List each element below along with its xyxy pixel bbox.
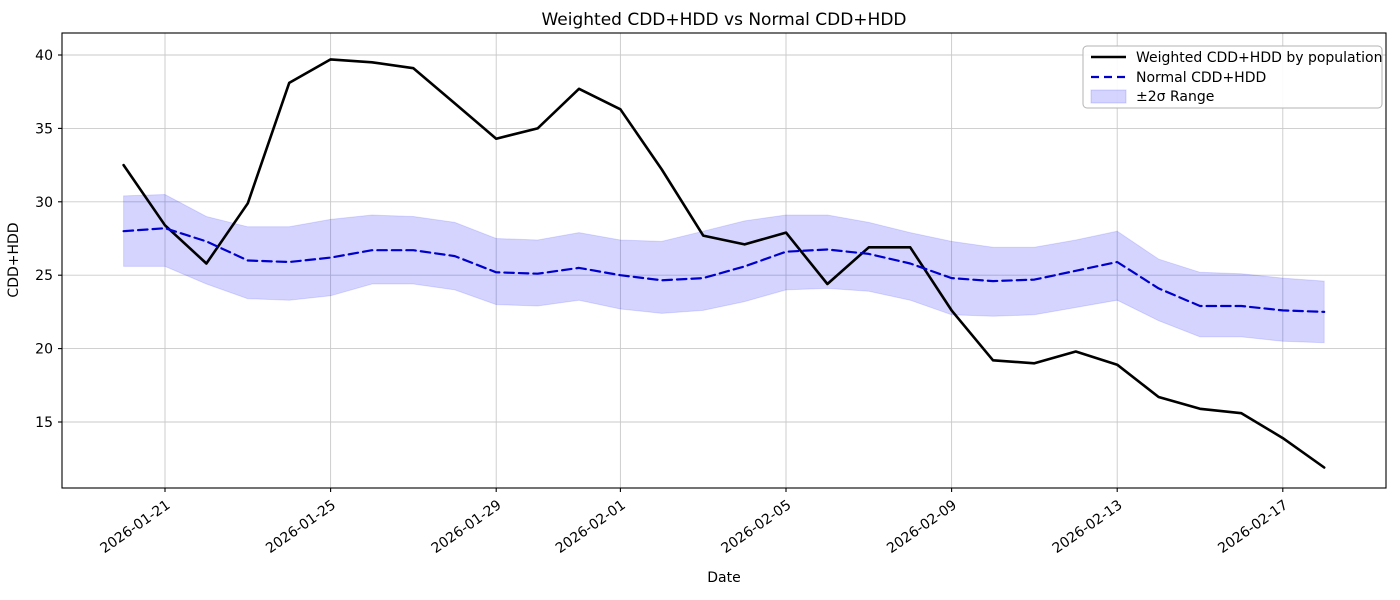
x-tick-label: 2026-02-05 bbox=[718, 497, 794, 557]
legend-label-normal: Normal CDD+HDD bbox=[1136, 70, 1266, 86]
x-tick-label: 2026-01-29 bbox=[429, 497, 505, 557]
y-tick-label: 35 bbox=[35, 121, 53, 137]
x-tick-label: 2026-02-09 bbox=[884, 497, 960, 557]
legend: Weighted CDD+HDD by population Normal CD… bbox=[1082, 45, 1383, 109]
data-layer bbox=[122, 58, 1326, 469]
y-tick-label: 20 bbox=[35, 342, 53, 358]
y-tick-label: 40 bbox=[35, 48, 53, 64]
y-tick-label: 25 bbox=[35, 268, 53, 284]
legend-label-band: ±2σ Range bbox=[1136, 89, 1214, 105]
legend-swatch-band bbox=[1090, 89, 1127, 104]
normal-line bbox=[122, 227, 1326, 313]
y-axis-label: CDD+HDD bbox=[6, 222, 22, 297]
x-tick-label: 2026-01-25 bbox=[263, 497, 339, 557]
legend-label-weighted: Weighted CDD+HDD by population bbox=[1136, 50, 1382, 66]
y-tick-label: 15 bbox=[35, 415, 53, 431]
weighted-line bbox=[122, 58, 1326, 469]
chart-title: Weighted CDD+HDD vs Normal CDD+HDD bbox=[541, 10, 906, 30]
x-tick-label: 2026-01-21 bbox=[97, 497, 173, 557]
sigma-band bbox=[123, 193, 1325, 344]
grid-layer bbox=[62, 33, 1386, 488]
x-tick-label: 2026-02-17 bbox=[1215, 497, 1291, 557]
x-axis-label: Date bbox=[707, 570, 740, 586]
x-tick-label: 2026-02-13 bbox=[1050, 497, 1126, 557]
legend-box bbox=[1082, 45, 1383, 109]
x-tick-label: 2026-02-01 bbox=[553, 497, 629, 557]
y-tick-label: 30 bbox=[35, 195, 53, 211]
plot-border bbox=[61, 32, 1387, 489]
